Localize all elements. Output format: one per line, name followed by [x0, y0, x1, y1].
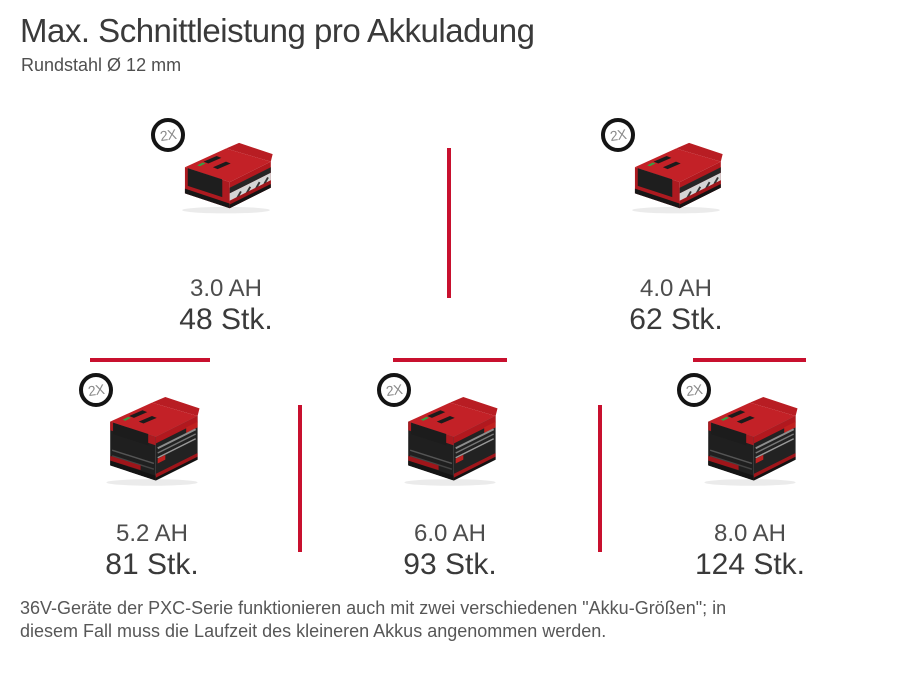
page-title: Max. Schnittleistung pro Akkuladung — [20, 12, 535, 49]
cut-count-label: 81 Stk. — [105, 548, 199, 581]
capacity-label: 6.0 AH — [413, 520, 487, 547]
badge-label: 2X — [384, 380, 404, 400]
capacity-label: 3.0 AH — [189, 275, 263, 302]
badge-label: 2X — [608, 125, 628, 145]
battery-pack-tall-image — [403, 396, 499, 487]
page-subtitle: Rundstahl Ø 12 mm — [21, 55, 182, 75]
capacity-label: 4.0 AH — [639, 275, 713, 302]
divider-horizontal-middle — [393, 358, 507, 362]
capacity-label: 5.2 AH — [115, 520, 189, 547]
battery-cell-6-0ah: 2X 6.0 AH 93 Stk. — [350, 370, 550, 600]
battery-pack-slim-image — [181, 142, 274, 215]
footnote-line-2: diesem Fall muss die Laufzeit des kleine… — [20, 621, 607, 641]
footnote: 36V-Geräte der PXC-Serie funktionieren a… — [20, 597, 726, 643]
badge-label: 2X — [86, 380, 106, 400]
battery-pack-tall-image — [105, 396, 201, 487]
badge-label: 2X — [158, 125, 178, 145]
battery-pack-tall-image — [703, 396, 799, 487]
quantity-2x-badge: 2X — [601, 118, 635, 152]
divider-vertical-bottom-left — [298, 405, 302, 552]
battery-cell-5-2ah: 2X 5.2 AH 81 Stk. — [52, 370, 252, 600]
battery-cell-3-0ah: 2X 3.0 AH 48 Stk. — [126, 108, 326, 338]
battery-cell-8-0ah: 2X 8.0 AH 124 Stk. — [650, 370, 850, 600]
cut-count-label: 48 Stk. — [179, 303, 273, 336]
battery-cell-4-0ah: 2X 4.0 AH 62 Stk. — [576, 108, 776, 338]
cut-count-label: 124 Stk. — [694, 548, 806, 581]
quantity-2x-badge: 2X — [151, 118, 185, 152]
cut-count-label: 62 Stk. — [629, 303, 723, 336]
quantity-2x-badge: 2X — [677, 373, 711, 407]
divider-horizontal-left — [90, 358, 210, 362]
cut-count-label: 93 Stk. — [403, 548, 497, 581]
battery-pack-slim-image — [631, 142, 724, 215]
quantity-2x-badge: 2X — [377, 373, 411, 407]
badge-label: 2X — [684, 380, 704, 400]
footnote-line-1: 36V-Geräte der PXC-Serie funktionieren a… — [20, 598, 727, 618]
divider-vertical-bottom-right — [598, 405, 602, 552]
quantity-2x-badge: 2X — [79, 373, 113, 407]
divider-horizontal-right — [693, 358, 806, 362]
divider-vertical-top — [447, 148, 451, 298]
capacity-label: 8.0 AH — [713, 520, 787, 547]
